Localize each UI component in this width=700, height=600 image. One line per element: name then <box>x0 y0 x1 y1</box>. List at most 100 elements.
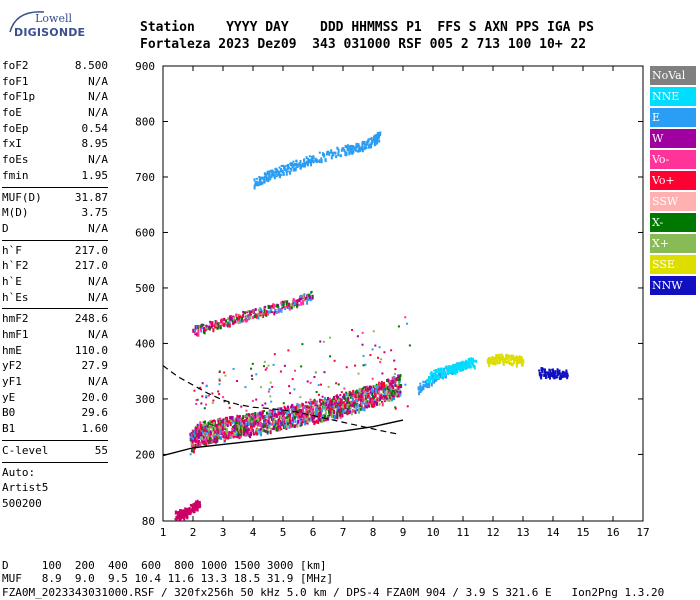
series-multi-hop-point <box>202 323 205 326</box>
series-nne-point <box>428 377 431 380</box>
series-higher-echoes-point <box>293 164 296 167</box>
series-multi-hop-point <box>282 301 285 306</box>
series-higher-echoes-point <box>357 148 360 152</box>
series-multi-hop-point <box>307 293 310 298</box>
series-multi-hop-point <box>288 302 291 307</box>
series-f2-trace-point <box>254 411 257 416</box>
series-multi-hop-point <box>311 295 314 300</box>
series-f2-trace-point <box>354 390 357 394</box>
series-f2-trace-point <box>251 428 254 432</box>
series-multi-hop-point <box>252 315 255 319</box>
series-f2-trace-point <box>238 424 241 429</box>
series-nnw-point <box>551 374 554 378</box>
series-higher-echoes-point <box>281 171 284 174</box>
param-row: C-level 55 <box>2 443 108 459</box>
series-multi-hop-point <box>286 300 289 305</box>
series-f2-trace-point <box>362 402 365 405</box>
series-multi-hop-point <box>255 314 258 319</box>
series-f2-trace-point <box>328 412 331 417</box>
series-f2-upper-point <box>419 384 422 389</box>
series-f2-trace-point <box>199 421 202 425</box>
series-f2-trace-point <box>297 414 300 419</box>
series-f2-trace-point <box>264 418 267 423</box>
series-multi-hop-point <box>300 297 303 301</box>
direction-legend: NoVal NNE E W Vo- Vo+ SSW X- X+ SSE NNW <box>650 66 696 297</box>
series-f2-trace-point <box>358 408 361 413</box>
series-nne-point <box>457 362 460 366</box>
series-nne-point <box>437 375 440 378</box>
series-f2-trace-point <box>237 433 240 438</box>
series-f2-trace-point <box>339 397 342 400</box>
series-f2-trace-point <box>198 429 201 433</box>
scattered-echo-point <box>212 399 215 402</box>
series-f2-trace-point <box>336 415 339 420</box>
series-f2-trace-point <box>240 425 243 430</box>
scattered-echo-point <box>377 356 380 359</box>
series-f2-trace-point <box>319 406 322 410</box>
series-f2-trace-point <box>345 404 348 409</box>
series-multi-hop-point <box>290 306 293 310</box>
series-f2-trace-point <box>241 420 244 423</box>
series-multi-hop-point <box>269 305 272 310</box>
series-f2-trace-point <box>205 442 208 447</box>
series-higher-echoes-point <box>283 165 286 168</box>
series-higher-echoes-point <box>310 155 313 158</box>
series-f2-trace-point <box>203 420 206 424</box>
series-f2-trace-point <box>211 434 214 438</box>
series-f2-trace-point <box>352 410 355 413</box>
scattered-echo-point <box>309 398 312 401</box>
param-row: foE N/A <box>2 105 108 121</box>
series-f2-trace-point <box>209 437 212 440</box>
series-f2-trace-point <box>244 428 247 433</box>
series-f2-trace-point <box>227 420 230 423</box>
series-nne-point <box>455 367 458 371</box>
scattered-echo-point <box>315 391 318 394</box>
series-f2-trace-point <box>214 440 217 444</box>
series-multi-hop-point <box>261 312 264 317</box>
series-f2-trace-point <box>390 397 393 402</box>
series-f2-trace-point <box>238 418 241 422</box>
series-higher-echoes-point <box>320 157 323 160</box>
series-f2-trace-point <box>241 417 244 421</box>
scattered-echo-point <box>311 407 314 410</box>
series-low-e-point <box>186 515 189 519</box>
series-f2-trace-point <box>194 443 197 447</box>
series-multi-hop-point <box>306 300 309 305</box>
series-sse-point <box>507 362 510 365</box>
series-f2-upper-point <box>439 372 442 377</box>
series-f2-trace-point <box>359 390 362 394</box>
y-tick-label: 80 <box>142 515 155 528</box>
scattered-echo-point <box>207 394 210 397</box>
series-sse-point <box>502 361 505 365</box>
series-f2-trace-point <box>363 407 366 412</box>
series-f2-trace-point <box>283 416 286 421</box>
series-multi-hop-point <box>311 294 314 297</box>
series-f2-trace-point <box>355 407 358 411</box>
series-f2-trace-point <box>350 401 353 405</box>
series-f2-trace-point <box>304 401 307 404</box>
series-f2-trace-point <box>357 389 360 392</box>
series-f2-trace-point <box>197 436 200 440</box>
series-f2-trace-point <box>206 439 209 442</box>
series-f2-trace-point <box>386 386 389 390</box>
scattered-echo-point <box>337 383 340 386</box>
series-higher-echoes-point <box>256 183 259 187</box>
scattered-echo-point <box>218 369 221 372</box>
series-nnw-point <box>566 374 569 377</box>
series-higher-echoes-point <box>332 154 335 157</box>
param-value: N/A <box>88 90 108 104</box>
series-nne-point <box>456 370 459 374</box>
series-multi-hop-point <box>267 305 270 309</box>
series-f2-trace-point <box>266 428 269 431</box>
series-multi-hop-point <box>248 315 251 320</box>
series-f2-trace-point <box>343 401 346 405</box>
scattered-echo-point <box>193 389 196 392</box>
series-higher-echoes-point <box>378 139 381 143</box>
series-higher-echoes-point <box>258 175 261 178</box>
param-label: foF1 <box>2 74 29 88</box>
series-f2-trace-point <box>383 384 386 389</box>
series-f2-trace-point <box>285 412 288 416</box>
series-multi-hop-point <box>260 310 263 314</box>
scattered-echo-point <box>279 370 282 373</box>
series-f2-trace-point <box>366 385 369 389</box>
